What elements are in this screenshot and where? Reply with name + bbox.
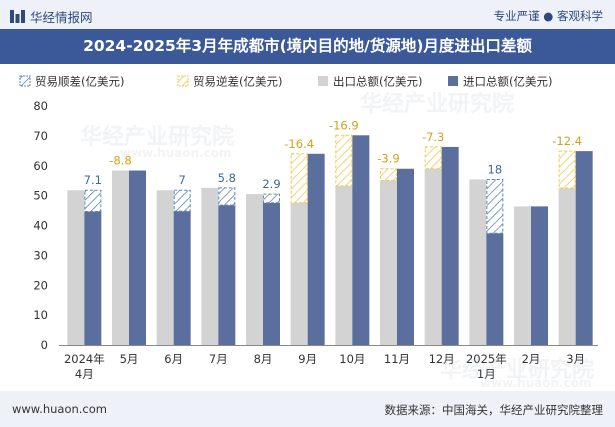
import-bar	[531, 206, 548, 345]
export-bar	[290, 202, 308, 345]
deficit-segment	[290, 153, 308, 204]
bar-chart: 贸易顺差(亿美元) 贸易逆差(亿美元) 出口总额(亿美元) 进口总额(亿美元) 0 10 2…	[19, 75, 598, 381]
surplus-segment	[84, 189, 102, 212]
deficit-segment	[380, 168, 397, 181]
import-bar	[129, 170, 146, 345]
legend-swatch	[19, 75, 31, 87]
import-bar	[397, 168, 414, 345]
export-bar	[469, 179, 487, 345]
deficit-segment	[558, 150, 576, 189]
x-tick-label: 11月	[384, 352, 410, 366]
import-bar	[173, 211, 191, 345]
export-bar	[424, 168, 442, 345]
x-tick-label: 2月	[522, 352, 541, 366]
balance-label: 18	[488, 162, 503, 176]
x-tick-label: 9月	[298, 352, 317, 366]
export-bar	[156, 190, 174, 345]
surplus-segment	[263, 193, 280, 204]
x-tick-label: 2025年	[466, 352, 507, 366]
import-bar	[218, 205, 236, 345]
legend-swatch	[448, 76, 458, 86]
import-bar	[263, 202, 280, 345]
import-bar	[84, 211, 102, 345]
surplus-segment	[173, 189, 191, 212]
chart-title: 2024-2025年3月年成都市(境内目的地/货源地)月度进出口差额	[0, 29, 615, 64]
import-bar	[441, 146, 459, 345]
export-bar	[201, 187, 219, 345]
legend-label: 进口总额(亿美元)	[463, 75, 552, 89]
data-source: 数据来源：中国海关，华经产业研究院整理	[384, 403, 604, 417]
balance-label: 7	[179, 173, 186, 187]
y-tick-label: 30	[33, 248, 48, 262]
surplus-segment	[486, 178, 504, 234]
x-tick-label: 7月	[209, 352, 228, 366]
deficit-segment	[424, 146, 442, 170]
x-tick-label: 2024年	[64, 352, 105, 366]
legend-label: 贸易逆差(亿美元)	[193, 75, 282, 89]
export-bar	[246, 194, 263, 345]
export-bar	[335, 185, 353, 345]
x-tick-label: 1月	[477, 367, 496, 381]
import-bar	[575, 151, 593, 345]
x-tick-label: 10月	[339, 352, 365, 366]
balance-label: -12.4	[552, 134, 582, 148]
surplus-segment	[218, 187, 236, 206]
legend-swatch	[177, 75, 189, 87]
balance-label: -16.4	[284, 137, 314, 151]
balance-label: -7.3	[422, 130, 444, 144]
balance-label: -3.9	[377, 152, 399, 166]
export-bar	[558, 188, 576, 345]
y-tick-label: 0	[41, 338, 48, 352]
balance-label: 5.8	[218, 171, 236, 185]
balance-label: 7.1	[84, 173, 102, 187]
y-tick-label: 40	[33, 219, 48, 233]
top-bar: 华经情报网 专业严谨 ● 客观科学	[0, 0, 615, 29]
import-bar	[307, 153, 325, 345]
x-tick-label: 4月	[75, 367, 94, 381]
brand-logo-icon	[10, 10, 25, 23]
balance-label: 2.9	[262, 177, 280, 191]
deficit-segment	[335, 134, 353, 187]
tagline: 专业严谨 ● 客观科学	[493, 9, 603, 23]
x-tick-label: 5月	[120, 352, 139, 366]
legend-label: 出口总额(亿美元)	[333, 75, 422, 89]
legend-label: 贸易顺差(亿美元)	[35, 75, 124, 89]
chart-area: 贸易顺差(亿美元) 贸易逆差(亿美元) 出口总额(亿美元) 进口总额(亿美元) 0 10 2…	[0, 64, 615, 391]
brand[interactable]: 华经情报网	[10, 7, 93, 26]
import-bar	[352, 135, 370, 345]
y-tick-label: 70	[33, 129, 48, 143]
x-tick-label: 12月	[429, 352, 455, 366]
x-tick-label: 3月	[566, 352, 585, 366]
y-tick-label: 10	[33, 308, 48, 322]
y-tick-label: 60	[33, 159, 48, 173]
website-link[interactable]: www.huaon.com	[12, 402, 107, 416]
y-tick-label: 50	[33, 189, 48, 203]
balance-label: -8.8	[109, 154, 131, 168]
legend-swatch	[318, 76, 328, 86]
footer: www.huaon.com 数据来源：中国海关，华经产业研究院整理	[0, 391, 615, 427]
import-bar	[486, 233, 504, 345]
balance-label: -16.9	[329, 118, 359, 132]
brand-name: 华经情报网	[30, 10, 93, 25]
export-bar	[67, 190, 85, 345]
export-bar	[112, 170, 129, 345]
export-bar	[380, 180, 397, 345]
y-tick-label: 20	[33, 278, 48, 292]
export-bar	[514, 206, 531, 345]
x-tick-label: 8月	[254, 352, 273, 366]
y-tick-label: 80	[33, 99, 48, 113]
x-tick-label: 6月	[164, 352, 183, 366]
